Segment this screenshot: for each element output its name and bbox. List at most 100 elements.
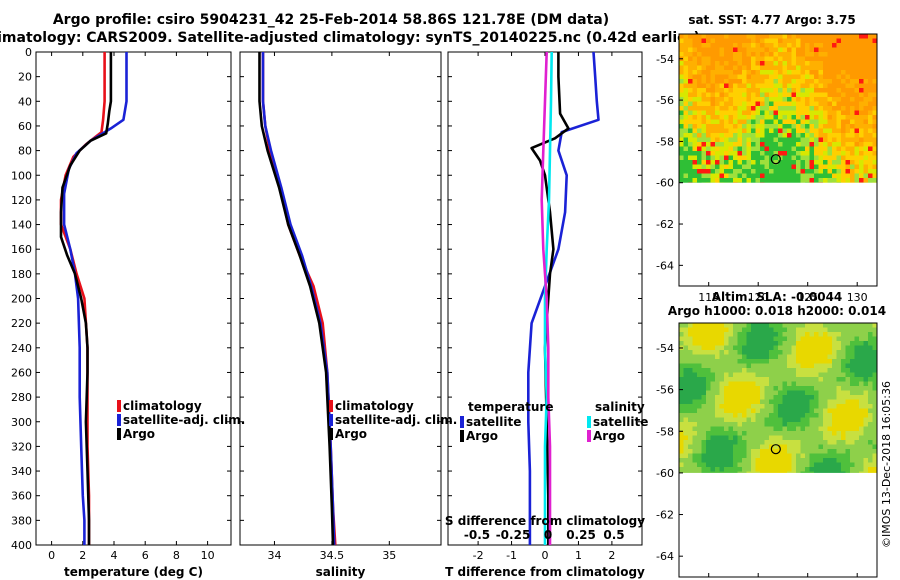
map-cell bbox=[845, 151, 851, 156]
x-tick-label: 115 bbox=[698, 291, 719, 304]
map-cell bbox=[868, 43, 873, 48]
map-cell bbox=[796, 381, 801, 387]
map-cell bbox=[872, 101, 878, 107]
map-cell bbox=[778, 417, 783, 423]
map-cell bbox=[845, 142, 851, 147]
map-cell bbox=[697, 97, 702, 102]
map-cell bbox=[787, 65, 792, 71]
map-cell bbox=[737, 363, 743, 369]
map-cell bbox=[845, 160, 851, 165]
map-cell bbox=[791, 178, 797, 183]
map-cell bbox=[710, 92, 716, 98]
map-cell bbox=[710, 88, 716, 93]
map-cell bbox=[737, 413, 743, 418]
map-cell bbox=[733, 52, 738, 57]
map-cell bbox=[737, 142, 743, 147]
map-cell bbox=[692, 47, 698, 53]
map-cell bbox=[809, 332, 815, 337]
map-cell bbox=[769, 413, 774, 418]
map-cell bbox=[859, 34, 864, 39]
map-cell bbox=[778, 79, 783, 84]
map-cell bbox=[791, 327, 797, 333]
map-cell bbox=[737, 160, 743, 165]
map-cell bbox=[818, 458, 824, 463]
map-cell bbox=[827, 404, 833, 409]
map-cell bbox=[863, 417, 869, 423]
map-cell bbox=[728, 124, 734, 129]
map-cell bbox=[809, 34, 815, 39]
map-cell bbox=[733, 56, 738, 62]
map-cell bbox=[836, 142, 842, 147]
map-cell bbox=[773, 52, 779, 57]
map-cell bbox=[778, 372, 783, 378]
map-cell bbox=[760, 97, 765, 102]
map-cell bbox=[746, 79, 752, 84]
map-cell bbox=[836, 155, 842, 161]
map-cell bbox=[683, 368, 689, 373]
y-tick-label: 240 bbox=[11, 342, 32, 355]
map-cell bbox=[760, 336, 765, 342]
map-cell bbox=[710, 151, 716, 156]
map-cell bbox=[701, 61, 707, 66]
map-cell bbox=[724, 350, 729, 355]
map-cell bbox=[724, 404, 729, 409]
map-cell bbox=[728, 467, 734, 472]
map-cell bbox=[688, 368, 693, 373]
map-cell bbox=[697, 444, 702, 450]
map-cell bbox=[832, 381, 837, 387]
map-cell bbox=[800, 431, 806, 436]
legend-swatch bbox=[460, 430, 464, 442]
map-cell bbox=[697, 92, 702, 98]
map-cell bbox=[688, 341, 693, 346]
map-cell bbox=[701, 363, 707, 369]
map-cell bbox=[814, 381, 819, 387]
map-cell bbox=[773, 169, 779, 174]
map-cell bbox=[859, 52, 864, 57]
map-cell bbox=[800, 417, 806, 423]
map-cell bbox=[782, 422, 788, 427]
map-cell bbox=[769, 38, 774, 44]
map-cell bbox=[814, 110, 819, 116]
map-cell bbox=[872, 458, 878, 463]
map-cell bbox=[836, 79, 842, 84]
map-cell bbox=[755, 52, 761, 57]
map-cell bbox=[692, 422, 698, 427]
map-cell bbox=[809, 395, 815, 400]
map-cell bbox=[791, 128, 797, 134]
map-cell bbox=[755, 83, 761, 89]
map-cell bbox=[814, 359, 819, 364]
map-cell bbox=[800, 323, 806, 328]
map-cell bbox=[697, 151, 702, 156]
map-cell bbox=[724, 178, 729, 183]
map-cell bbox=[692, 115, 698, 120]
map-cell bbox=[814, 83, 819, 89]
map-cell bbox=[764, 350, 770, 355]
map-cell bbox=[679, 323, 684, 328]
map-cell bbox=[782, 178, 788, 183]
map-cell bbox=[683, 169, 689, 174]
map-cell bbox=[751, 435, 756, 441]
map-cell bbox=[836, 146, 842, 152]
map-cell bbox=[805, 386, 810, 391]
map-cell bbox=[868, 422, 873, 427]
map-cell bbox=[859, 97, 864, 102]
map-cell bbox=[782, 74, 788, 80]
map-cell bbox=[706, 345, 711, 351]
map-cell bbox=[728, 97, 734, 102]
map-cell bbox=[832, 83, 837, 89]
map-cell bbox=[679, 115, 684, 120]
map-cell bbox=[832, 435, 837, 441]
map-cell bbox=[728, 52, 734, 57]
map-cell bbox=[733, 458, 738, 463]
map-cell bbox=[791, 350, 797, 355]
map-cell bbox=[814, 52, 819, 57]
map-cell bbox=[755, 368, 761, 373]
map-cell bbox=[778, 124, 783, 129]
salinity-profile-panel: 34 34.5 35salinityclimatologysatellite-adj… bbox=[239, 51, 457, 579]
map-cell bbox=[769, 381, 774, 387]
map-cell bbox=[778, 408, 783, 414]
map-cell bbox=[854, 404, 860, 409]
map-cell bbox=[760, 52, 765, 57]
map-cell bbox=[841, 390, 846, 396]
map-cell bbox=[823, 359, 828, 364]
